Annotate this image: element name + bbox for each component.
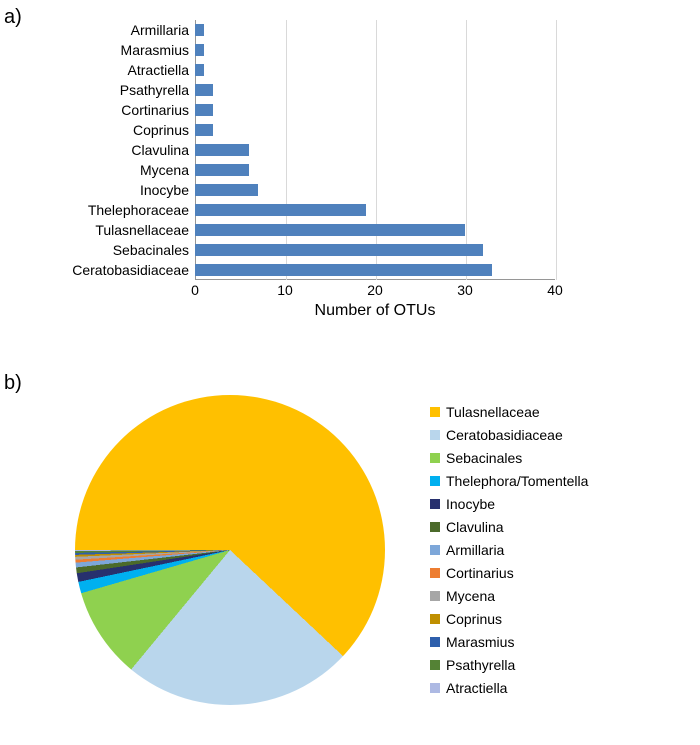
- legend-label: Sebacinales: [446, 450, 522, 466]
- bar-category-label: Armillaria: [131, 24, 189, 36]
- legend-swatch: [430, 453, 440, 463]
- bar-category-label: Marasmius: [121, 44, 189, 56]
- bar: [195, 144, 249, 156]
- bar-category-label: Sebacinales: [113, 244, 189, 256]
- bar-category-label: Psathyrella: [120, 84, 189, 96]
- legend-swatch: [430, 568, 440, 578]
- legend-swatch: [430, 407, 440, 417]
- legend-label: Thelephora/Tomentella: [446, 473, 588, 489]
- bar: [195, 244, 483, 256]
- legend-swatch: [430, 591, 440, 601]
- bar: [195, 64, 204, 76]
- x-tick-label: 0: [191, 282, 199, 298]
- legend-label: Mycena: [446, 588, 495, 604]
- legend-swatch: [430, 683, 440, 693]
- bar-category-label: Cortinarius: [121, 104, 189, 116]
- bar-category-label: Coprinus: [133, 124, 189, 136]
- pie-legend: Tulasnellaceae Ceratobasidiaceae Sebacinal…: [430, 400, 588, 699]
- legend-row: Clavulina: [430, 515, 588, 538]
- legend-label: Tulasnellaceae: [446, 404, 540, 420]
- legend-row: Ceratobasidiaceae: [430, 423, 588, 446]
- bar: [195, 204, 366, 216]
- legend-row: Psathyrella: [430, 653, 588, 676]
- bar: [195, 184, 258, 196]
- x-tick-label: 20: [367, 282, 383, 298]
- legend-label: Armillaria: [446, 542, 504, 558]
- legend-row: Atractiella: [430, 676, 588, 699]
- bar: [195, 224, 465, 236]
- bar: [195, 84, 213, 96]
- legend-swatch: [430, 499, 440, 509]
- bar: [195, 24, 204, 36]
- legend-row: Armillaria: [430, 538, 588, 561]
- pie-chart: [75, 395, 385, 705]
- legend-swatch: [430, 614, 440, 624]
- legend-swatch: [430, 522, 440, 532]
- legend-row: Mycena: [430, 584, 588, 607]
- grid-line: [556, 20, 557, 280]
- legend-swatch: [430, 637, 440, 647]
- bar-category-label: Ceratobasidiaceae: [72, 264, 189, 276]
- x-tick-label: 40: [547, 282, 563, 298]
- legend-row: Thelephora/Tomentella: [430, 469, 588, 492]
- bar-category-label: Thelephoraceae: [88, 204, 189, 216]
- legend-label: Atractiella: [446, 680, 507, 696]
- bar-category-label: Atractiella: [128, 64, 189, 76]
- bar: [195, 44, 204, 56]
- legend-label: Coprinus: [446, 611, 502, 627]
- legend-row: Tulasnellaceae: [430, 400, 588, 423]
- panel-a-label: a): [4, 6, 22, 29]
- legend-row: Sebacinales: [430, 446, 588, 469]
- legend-row: Inocybe: [430, 492, 588, 515]
- legend-row: Cortinarius: [430, 561, 588, 584]
- legend-label: Clavulina: [446, 519, 504, 535]
- bar: [195, 264, 492, 276]
- legend-swatch: [430, 476, 440, 486]
- legend-label: Ceratobasidiaceae: [446, 427, 563, 443]
- bar: [195, 124, 213, 136]
- bar-category-label: Clavulina: [131, 144, 189, 156]
- legend-label: Inocybe: [446, 496, 495, 512]
- x-tick-label: 10: [277, 282, 293, 298]
- legend-label: Marasmius: [446, 634, 514, 650]
- legend-label: Cortinarius: [446, 565, 514, 581]
- bar-series: ArmillariaMarasmiusAtractiellaPsathyrell…: [195, 20, 555, 280]
- x-tick-label: 30: [457, 282, 473, 298]
- bar: [195, 164, 249, 176]
- bar-x-axis-label: Number of OTUs: [195, 302, 555, 320]
- panel-b-label: b): [4, 372, 22, 395]
- legend-label: Psathyrella: [446, 657, 515, 673]
- bar-category-label: Tulasnellaceae: [95, 224, 189, 236]
- legend-swatch: [430, 660, 440, 670]
- legend-swatch: [430, 430, 440, 440]
- legend-row: Coprinus: [430, 607, 588, 630]
- legend-swatch: [430, 545, 440, 555]
- pie-disc: [75, 395, 385, 705]
- bar-category-label: Inocybe: [140, 184, 189, 196]
- legend-row: Marasmius: [430, 630, 588, 653]
- bar-chart: ArmillariaMarasmiusAtractiellaPsathyrell…: [195, 20, 555, 308]
- bar-category-label: Mycena: [140, 164, 189, 176]
- bar: [195, 104, 213, 116]
